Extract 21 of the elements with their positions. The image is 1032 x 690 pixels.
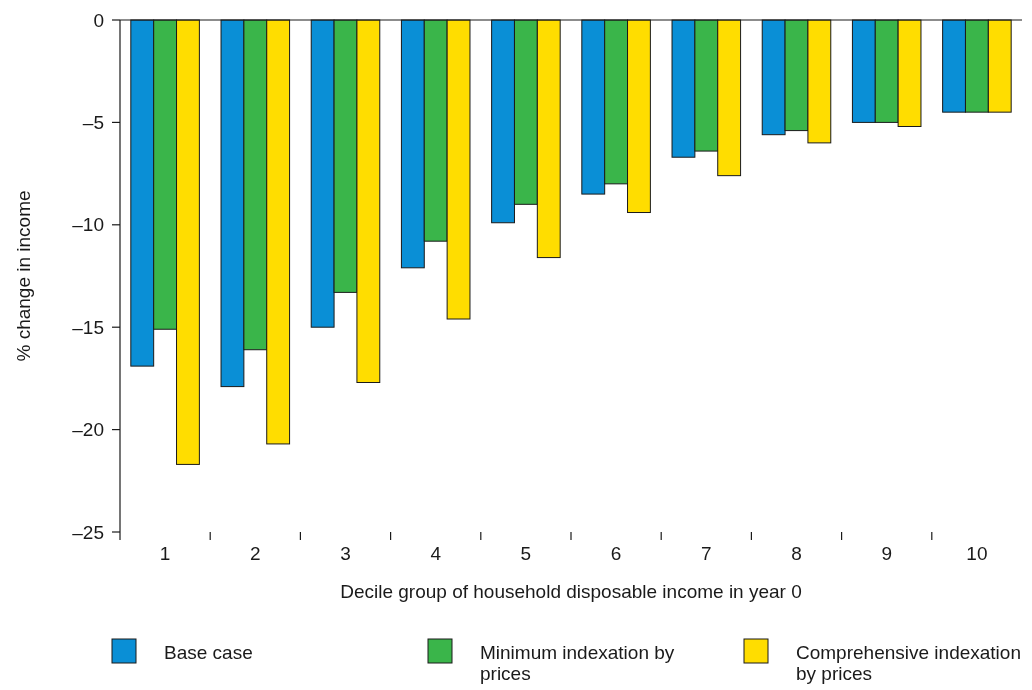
legend-label: Base case [164,641,253,663]
x-tick-label: 4 [430,543,442,564]
y-tick-label: 0 [93,9,104,31]
x-tick-label: 6 [610,543,622,564]
y-tick-label: –5 [82,112,104,134]
y-axis-title: % change in income [13,190,34,362]
y-tick-label: –15 [72,316,104,338]
x-axis-title: Decile group of household disposable income in year 0 [340,581,802,602]
x-tick-label: 10 [966,543,988,564]
x-tick-label: 7 [701,543,712,564]
x-tick-label: 3 [340,543,351,564]
x-tick-label: 9 [881,543,892,564]
x-tick-label: 5 [520,543,532,564]
legend-label: Minimum indexation by prices [480,641,675,684]
x-tick-label: 2 [250,543,261,564]
y-tick-label: –25 [72,521,104,543]
y-tick-label: –20 [72,419,104,441]
y-tick-label: –10 [72,214,104,236]
x-tick-label: 1 [159,543,171,564]
x-tick-label: 8 [791,543,802,564]
legend-label: Comprehensive indexation by prices [796,641,1021,684]
